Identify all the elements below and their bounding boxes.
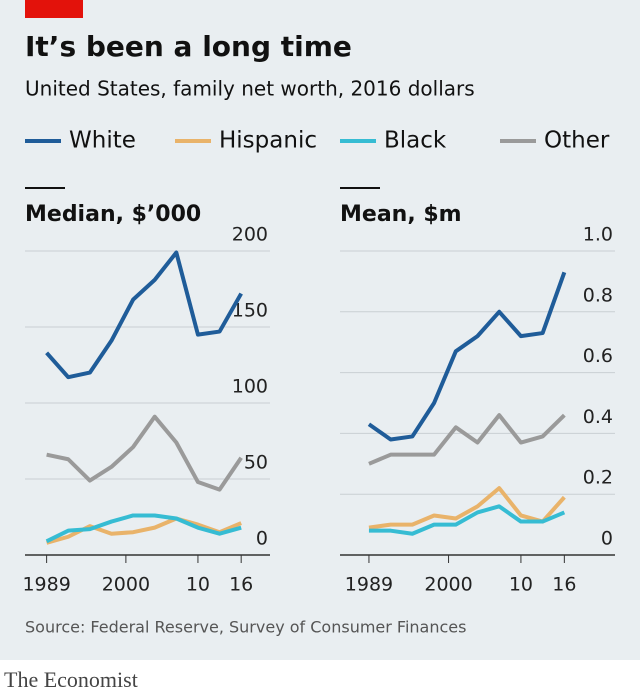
y-tick-label: 0	[256, 528, 268, 550]
x-tick-label: 2000	[424, 574, 472, 596]
brand: The Economist	[4, 667, 138, 692]
x-tick-label: 2000	[102, 574, 150, 596]
subtitle: United States, family net worth, 2016 do…	[25, 77, 475, 101]
series-line	[45, 513, 242, 544]
y-tick-label: 0.8	[583, 284, 613, 306]
panel-title: Median, $’000	[25, 202, 201, 227]
y-tick-label: 100	[232, 376, 268, 398]
x-tick-label: 10	[186, 574, 210, 596]
series-line	[368, 504, 566, 536]
y-tick-label: 1.0	[583, 224, 613, 246]
series-line	[368, 486, 566, 530]
source: Source: Federal Reserve, Survey of Consu…	[25, 618, 466, 637]
background	[0, 0, 640, 660]
x-tick-label: 10	[509, 574, 533, 596]
title: It’s been a long time	[25, 30, 352, 63]
series-line	[45, 250, 243, 380]
y-tick-label: 0.4	[583, 406, 613, 428]
legend-label: Other	[544, 128, 610, 154]
y-tick-label: 0.6	[583, 345, 613, 367]
y-tick-label: 50	[244, 452, 268, 474]
x-tick-label: 1989	[22, 574, 70, 596]
legend-label: Black	[384, 128, 447, 154]
legend-label: Hispanic	[219, 128, 317, 154]
series-line	[368, 413, 566, 466]
series-line	[46, 414, 243, 492]
y-tick-label: 0.2	[583, 467, 613, 489]
legend-label: White	[69, 128, 136, 154]
x-tick-label: 16	[552, 574, 576, 596]
y-tick-label: 200	[232, 224, 268, 246]
y-tick-label: 0	[601, 528, 613, 550]
x-tick-label: 16	[229, 574, 253, 596]
red-tag	[25, 0, 83, 18]
x-tick-label: 1989	[345, 574, 393, 596]
series-line	[367, 271, 567, 442]
y-tick-label: 150	[232, 300, 268, 322]
panel-title: Mean, $m	[340, 202, 462, 227]
